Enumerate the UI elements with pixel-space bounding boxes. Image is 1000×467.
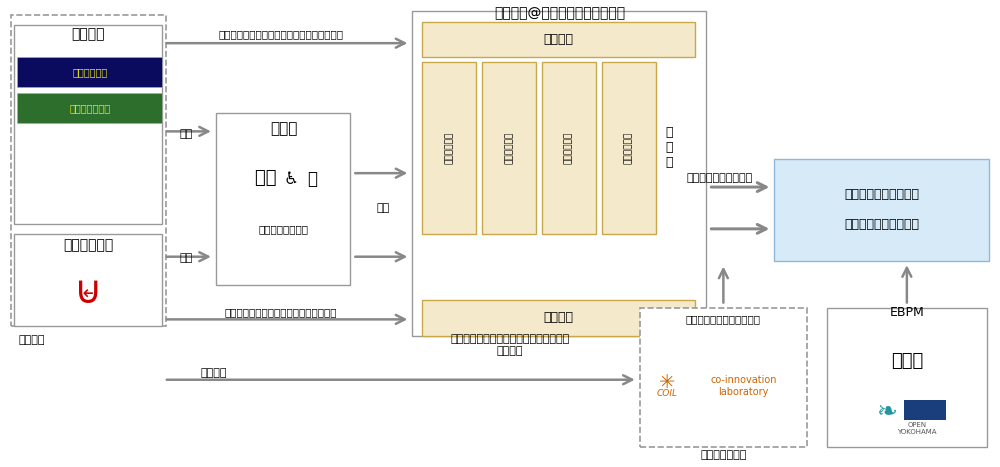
Text: ・
・
・: ・ ・ ・ [666, 126, 673, 169]
Text: プログラムの社会実装: プログラムの社会実装 [844, 188, 919, 200]
Text: 事前評価: 事前評価 [544, 33, 574, 46]
Bar [216, 113, 350, 284]
Text: より良い市民サービス: より良い市民サービス [844, 218, 919, 231]
Text: 活動主体: 活動主体 [18, 335, 45, 345]
Text: プログラム１: プログラム１ [445, 132, 454, 164]
Text: ❧: ❧ [876, 400, 897, 424]
Text: 第三者評価機関: 第三者評価機関 [700, 450, 747, 460]
Text: ブリヂストン: ブリヂストン [63, 238, 113, 252]
Text: 業務委託: 業務委託 [201, 368, 227, 378]
Text: コ・イノベーション研究所: コ・イノベーション研究所 [686, 314, 761, 325]
Text: 🚶: 🚶 [308, 170, 318, 188]
Text: ♿: ♿ [283, 170, 298, 188]
Text: 参加: 参加 [377, 203, 390, 213]
Text: ラポール上大岡: ラポール上大岡 [70, 103, 111, 113]
Bar [422, 22, 695, 57]
Text: laboratory: laboratory [718, 387, 769, 397]
Text: co-innovation: co-innovation [710, 375, 777, 385]
Text: ラポール: ラポール [71, 27, 105, 41]
Text: 👨‍👩: 👨‍👩 [255, 169, 276, 187]
Bar [542, 62, 596, 234]
Text: YOKOHAMA: YOKOHAMA [897, 429, 937, 435]
Bar [774, 159, 989, 262]
Text: ⊌: ⊌ [74, 273, 102, 311]
Text: 事後評価: 事後評価 [544, 311, 574, 325]
Text: 横浜市: 横浜市 [891, 352, 923, 370]
Bar [827, 308, 987, 447]
Bar [482, 62, 536, 234]
Text: 社会的インパクト創出: 社会的インパクト創出 [686, 173, 753, 183]
Text: 社会的インパクト評価・マネジメントの
伴走支援: 社会的インパクト評価・マネジメントの 伴走支援 [450, 334, 570, 356]
Text: プログラム２: プログラム２ [504, 132, 513, 164]
Bar [14, 25, 162, 224]
Text: 横浜ラポール: 横浜ラポール [73, 67, 108, 77]
Text: プログラムの開発、地域スポーツ資源の紹介: プログラムの開発、地域スポーツ資源の紹介 [218, 29, 343, 39]
Text: プログラム３: プログラム３ [564, 132, 573, 164]
Bar [14, 234, 162, 326]
Text: 地域住民・従業員: 地域住民・従業員 [259, 224, 309, 234]
Text: プログラムの開発、福利厚生施設の提供: プログラムの開発、福利厚生施設の提供 [224, 307, 337, 318]
Bar [640, 308, 807, 447]
Text: OPEN: OPEN [907, 422, 926, 428]
Text: ✳: ✳ [659, 373, 676, 391]
Text: 利用者: 利用者 [270, 121, 297, 136]
Text: 実証実験@ブリヂストン横浜工場: 実証実験@ブリヂストン横浜工場 [494, 6, 625, 20]
Bar [602, 62, 656, 234]
Bar [422, 300, 695, 336]
Text: EBPM: EBPM [889, 306, 924, 319]
Bar [422, 62, 476, 234]
Bar [11, 15, 166, 326]
Bar [17, 57, 162, 87]
Text: 募集: 募集 [179, 129, 192, 139]
Text: 募集: 募集 [179, 253, 192, 263]
Text: COIL: COIL [657, 389, 678, 398]
Bar [17, 93, 162, 123]
Bar [412, 11, 706, 336]
Text: プログラム４: プログラム４ [624, 132, 633, 164]
